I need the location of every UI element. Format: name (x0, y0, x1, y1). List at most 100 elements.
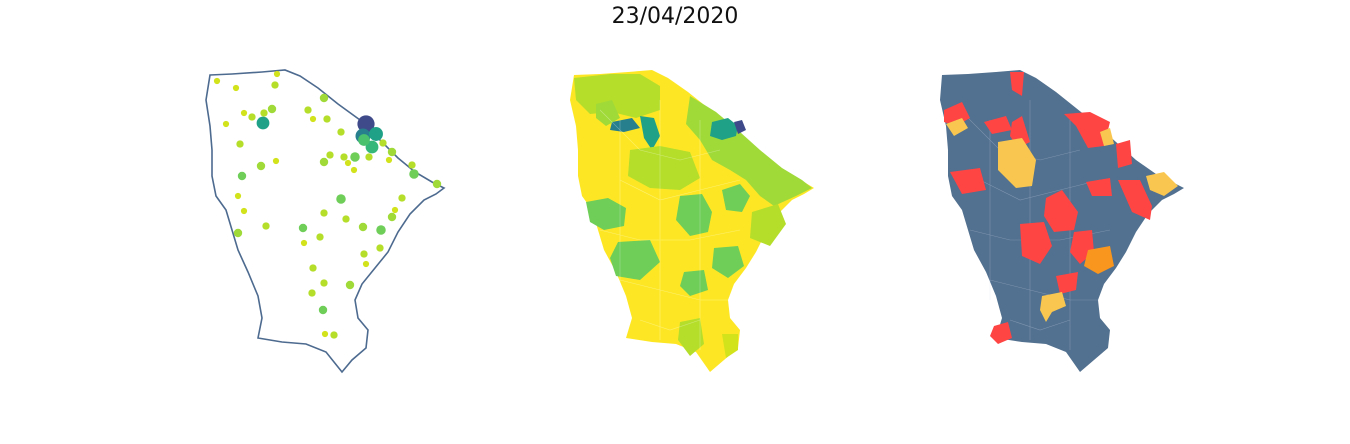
case-marker (232, 84, 240, 92)
case-marker (365, 140, 379, 154)
region-red-center (1044, 190, 1078, 232)
region-red-southwest (990, 322, 1012, 344)
case-marker (300, 239, 308, 247)
region-green-south-center (712, 246, 744, 278)
case-marker (336, 194, 346, 204)
region-green-center (676, 194, 712, 236)
case-marker (365, 153, 373, 161)
region-teal-coast (710, 118, 738, 140)
case-marker (298, 223, 308, 233)
case-marker (273, 70, 281, 78)
region-red-northwest (944, 102, 970, 126)
case-marker (360, 250, 368, 258)
region-green-west (586, 198, 626, 230)
case-marker (358, 222, 368, 232)
region-red-east (1118, 180, 1152, 220)
case-marker (267, 104, 277, 114)
case-marker (350, 152, 360, 162)
case-marker (344, 159, 352, 167)
state-outline (205, 69, 446, 374)
case-marker (323, 115, 331, 123)
case-marker (234, 192, 242, 200)
region-lightgreen-southeast (722, 334, 738, 358)
case-marker (330, 331, 338, 339)
case-marker (304, 106, 312, 114)
case-marker (357, 115, 375, 133)
region-red-center-west (1020, 222, 1052, 264)
case-marker (320, 279, 328, 287)
case-marker (342, 215, 350, 223)
case-marker (222, 120, 230, 128)
choropleth-categorical-panel (940, 70, 1184, 372)
case-marker (319, 157, 329, 167)
region-darkteal-north (610, 118, 640, 132)
municipal-boundaries-viridis (599, 100, 741, 350)
case-marker (387, 212, 397, 222)
case-marker (409, 169, 419, 179)
case-marker (385, 156, 393, 164)
region-navy-capital (734, 120, 746, 134)
choropleth-viridis-panel (570, 70, 814, 372)
case-marker (379, 139, 387, 147)
case-marker (318, 305, 328, 315)
region-green-south (680, 270, 708, 296)
region-lightgreen-center (628, 146, 700, 190)
region-yellow-northwest (946, 118, 968, 136)
region-red-north-top (1010, 72, 1024, 96)
case-marker (408, 161, 416, 169)
region-red-north (984, 116, 1012, 134)
case-marker (237, 171, 247, 181)
case-marker (260, 109, 268, 117)
case-marker (320, 209, 328, 217)
bubble-map-panel (205, 69, 446, 374)
case-marker (391, 206, 399, 214)
case-marker (309, 264, 317, 272)
case-marker (432, 179, 442, 189)
region-orange-south-east (1084, 246, 1114, 274)
region-red-center-east (1086, 178, 1112, 196)
region-green-west-strip (596, 100, 620, 126)
case-marker (362, 260, 370, 268)
case-marker (213, 77, 221, 85)
case-marker (272, 157, 280, 165)
case-marker (240, 109, 248, 117)
region-yellow-south (1040, 292, 1066, 322)
case-marker (326, 151, 334, 159)
case-marker (321, 330, 329, 338)
region-yellow-coast-small (1100, 128, 1114, 146)
region-red-west (950, 168, 986, 194)
region-yellow-east-coast (1146, 172, 1178, 196)
case-marker (376, 225, 386, 235)
case-marker (308, 289, 316, 297)
case-marker (236, 140, 244, 148)
region-green-south-west (610, 240, 660, 280)
case-marker (248, 113, 256, 121)
case-marker (271, 81, 279, 89)
case-marker (316, 233, 324, 241)
case-marker (376, 244, 384, 252)
case-marker (345, 280, 355, 290)
region-teal-north (640, 116, 660, 150)
case-marker (262, 222, 270, 230)
region-green-center-east (722, 184, 750, 212)
case-marker (256, 161, 266, 171)
markers-layer (213, 70, 442, 339)
case-marker (387, 147, 397, 157)
case-marker (337, 128, 345, 136)
case-marker (240, 207, 248, 215)
region-north-green (574, 74, 660, 118)
region-red-coast (1116, 140, 1132, 168)
region-yellow-center (998, 138, 1036, 188)
region-red-south (1056, 272, 1078, 294)
case-marker (398, 194, 406, 202)
region-lightgreen-east (750, 204, 786, 246)
case-marker (309, 115, 317, 123)
region-lightgreen-south (678, 318, 704, 356)
region-red-coast-north (1064, 112, 1110, 148)
case-marker (319, 93, 329, 103)
figure-title: 23/04/2020 (611, 4, 739, 29)
case-marker (358, 134, 370, 146)
case-marker (340, 153, 348, 161)
case-marker (256, 116, 270, 130)
case-marker (233, 228, 243, 238)
